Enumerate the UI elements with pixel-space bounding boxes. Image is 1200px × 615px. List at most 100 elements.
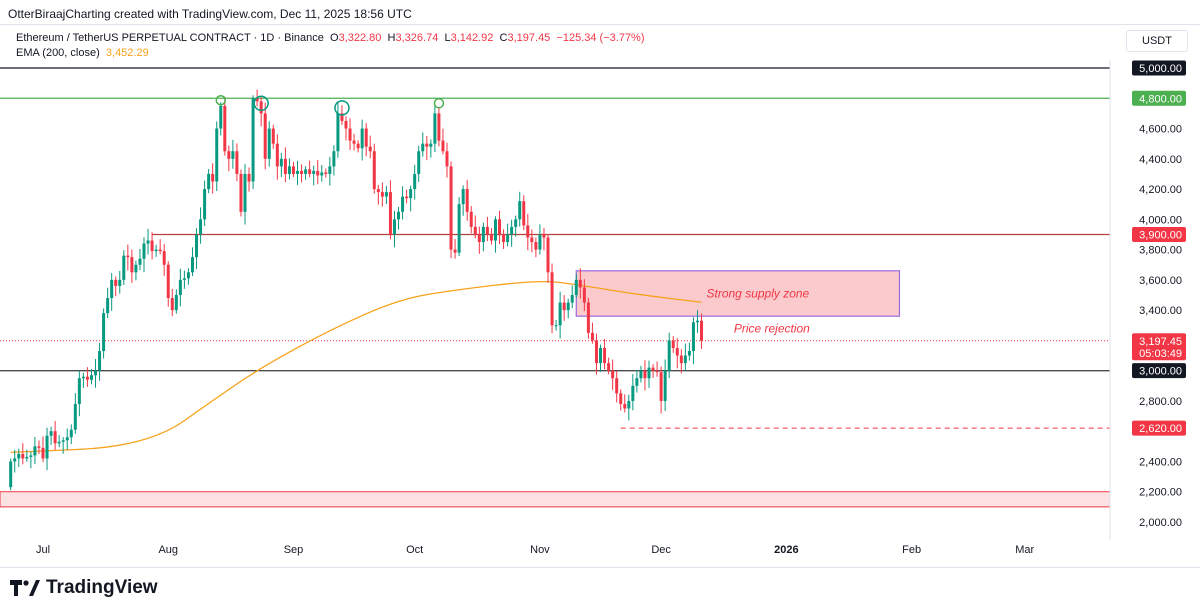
- tradingview-logo[interactable]: TradingView: [10, 577, 158, 599]
- candle-down: [623, 403, 627, 409]
- candle-down: [522, 201, 526, 226]
- candle-up: [554, 325, 558, 327]
- candle-up: [683, 355, 687, 364]
- candle-down: [615, 378, 619, 394]
- close-label: C: [499, 32, 508, 44]
- candle-down: [235, 151, 239, 174]
- ohlc-row: Ethereum / TetherUS PERPETUAL CONTRACT ·…: [16, 31, 645, 46]
- candle-down: [376, 189, 380, 193]
- candle-down: [485, 226, 489, 235]
- candle-up: [110, 279, 114, 299]
- candle-up: [138, 258, 142, 265]
- candle-down: [247, 173, 251, 182]
- candle-up: [142, 243, 146, 259]
- candle-down: [441, 140, 445, 152]
- candle-up: [195, 234, 199, 258]
- low-label: L: [444, 32, 451, 44]
- candle-up: [122, 255, 126, 280]
- candle-down: [603, 347, 607, 364]
- candle-down: [380, 192, 384, 197]
- candle-up: [514, 219, 518, 227]
- candle-up: [267, 128, 271, 159]
- top-marker-circle: [215, 95, 227, 106]
- symbol-legend: Ethereum / TetherUS PERPETUAL CONTRACT ·…: [16, 31, 645, 61]
- candle-down: [316, 170, 320, 176]
- ema-200-line: [10, 280, 702, 454]
- candle-up: [174, 295, 178, 311]
- candle-up: [493, 219, 497, 241]
- candle-down: [255, 98, 259, 102]
- candle-up: [336, 113, 340, 152]
- candle-up: [49, 431, 53, 436]
- candle-up: [461, 189, 465, 205]
- candle-down: [659, 372, 663, 401]
- candle-up: [29, 455, 33, 457]
- candle-down: [449, 166, 453, 250]
- candle-up: [506, 234, 510, 243]
- candle-up: [409, 189, 413, 199]
- candle-up: [94, 370, 98, 376]
- candle-up: [118, 279, 122, 286]
- logo-text: TradingView: [46, 577, 158, 598]
- candle-up: [9, 461, 13, 488]
- level-badge-label: 3,900.00: [1139, 229, 1182, 241]
- candle-up: [518, 201, 522, 220]
- candle-up: [243, 173, 247, 212]
- close-value: 3,197.45: [507, 32, 551, 44]
- currency-button[interactable]: USDT: [1126, 30, 1188, 52]
- price-tick-label: 4,400.00: [1139, 154, 1182, 166]
- candle-up: [691, 322, 695, 351]
- candle-up: [570, 295, 574, 303]
- candle-down: [405, 196, 409, 199]
- level-badge: [1132, 226, 1186, 242]
- time-tick-label: Feb: [902, 544, 921, 556]
- time-tick-label: Jul: [36, 544, 50, 556]
- price-tick-label: 2,400.00: [1139, 456, 1182, 468]
- candle-up: [69, 429, 73, 438]
- candle-up: [401, 196, 405, 212]
- symbol-name[interactable]: Ethereum / TetherUS PERPETUAL CONTRACT ·…: [16, 32, 324, 44]
- candle-down: [300, 170, 304, 174]
- price-tick-label: 4,200.00: [1139, 184, 1182, 196]
- candle-up: [45, 435, 49, 459]
- price-rejection-label: Price rejection: [734, 321, 810, 335]
- candle-up: [287, 166, 291, 174]
- price-tick-label: 3,600.00: [1139, 275, 1182, 287]
- price-tick-label: 2,200.00: [1139, 487, 1182, 499]
- candle-down: [562, 302, 566, 311]
- candle-down: [526, 225, 530, 238]
- candle-up: [663, 370, 667, 401]
- top-marker-circle: [433, 98, 445, 109]
- candle-up: [417, 151, 421, 174]
- candle-down: [227, 151, 231, 159]
- time-tick-label: Mar: [1015, 544, 1034, 556]
- time-tick-label: Aug: [158, 544, 178, 556]
- ema-value: 3,452.29: [105, 47, 149, 59]
- candle-down: [530, 237, 534, 243]
- candle-down: [594, 340, 598, 364]
- candle-up: [98, 350, 102, 371]
- candle-down: [498, 219, 502, 235]
- candle-down: [291, 166, 295, 174]
- candle-up: [538, 234, 542, 250]
- candle-down: [700, 320, 704, 341]
- candle-up: [33, 446, 37, 456]
- open-value: 3,322.80: [338, 32, 382, 44]
- candle-up: [667, 340, 671, 371]
- candle-up: [13, 458, 17, 462]
- candle-down: [550, 272, 554, 326]
- price-tick-label: 4,600.00: [1139, 124, 1182, 136]
- candle-down: [679, 355, 683, 364]
- candle-up: [81, 376, 85, 379]
- time-tick-label: Sep: [284, 544, 304, 556]
- candle-down: [372, 151, 376, 190]
- candle-down: [41, 447, 45, 459]
- candle-down: [211, 173, 215, 182]
- candle-up: [312, 170, 316, 174]
- candle-down: [21, 453, 25, 459]
- candle-up: [558, 302, 562, 326]
- level-badge: [1132, 90, 1186, 106]
- ema-label[interactable]: EMA (200, close): [16, 47, 100, 59]
- candle-up: [599, 347, 603, 364]
